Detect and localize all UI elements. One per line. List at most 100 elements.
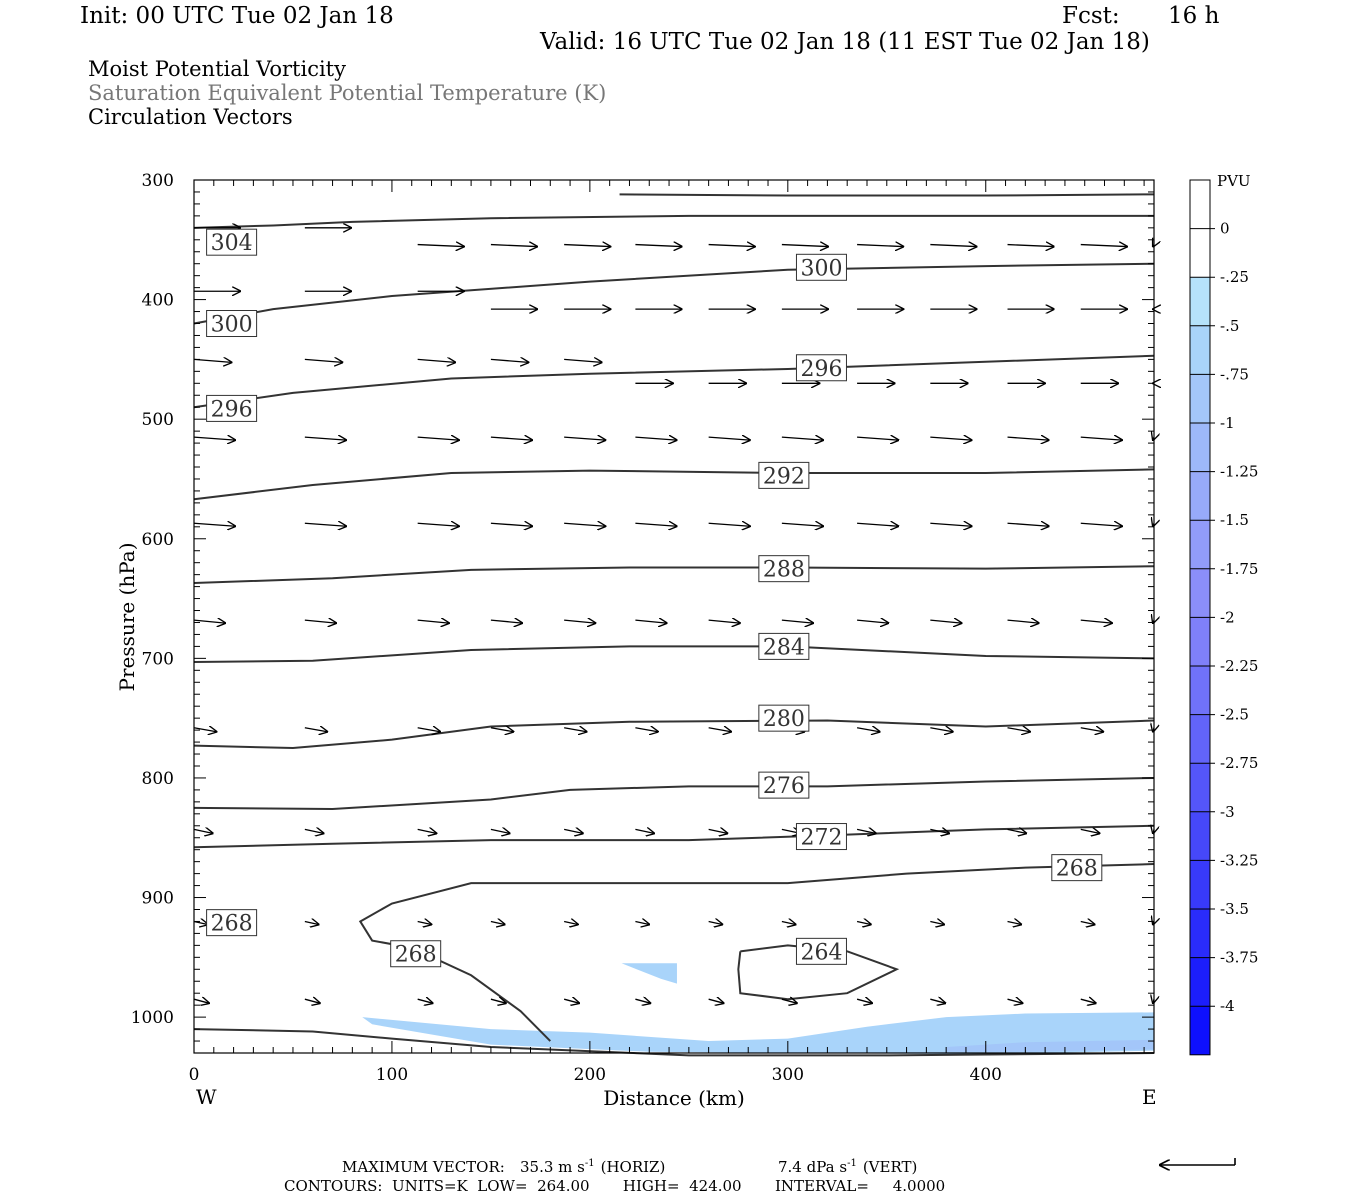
colorbar-swatch [1190, 423, 1210, 472]
vector-arrow [930, 921, 944, 924]
x-tick-label: 400 [970, 1065, 1002, 1085]
contour-label-box [758, 771, 810, 799]
vector-arrow [930, 437, 971, 440]
colorbar-swatch [1190, 520, 1210, 569]
vert-unit: (VERT) [863, 1158, 918, 1176]
contour-label-text: 268 [395, 943, 437, 968]
x-axis-title: Distance (km) [603, 1086, 745, 1110]
vert-max-value: 7.4 dPa s [778, 1158, 847, 1176]
contour-line-276 [193, 776, 1155, 811]
vector-arrow [856, 728, 880, 732]
vector-arrow [490, 829, 510, 833]
x-tick-label: 300 [772, 1065, 804, 1085]
colorbar-swatch [1190, 568, 1210, 618]
colorbar-swatch [1190, 471, 1210, 521]
vector-arrow [930, 999, 945, 1003]
contour-label-268: 268 [206, 909, 258, 937]
vector-arrow [781, 523, 823, 526]
vector-arrow [635, 437, 676, 440]
contour-label-text: 292 [763, 464, 805, 489]
west-label: W [196, 1085, 217, 1109]
vector-arrow [781, 245, 828, 247]
y-tick-label: 400 [142, 291, 174, 311]
vector-arrow [1080, 523, 1122, 526]
colorbar-label: -.5 [1220, 317, 1239, 335]
vector-arrow [635, 523, 676, 526]
colorbar-swatch [1190, 909, 1210, 958]
vector-arrow [490, 620, 522, 623]
vector-arrow [304, 728, 328, 732]
contour-label-text: 296 [800, 357, 842, 382]
vector-arrow [304, 620, 336, 623]
vector-arrow [856, 999, 872, 1003]
colorbar-swatch [1190, 374, 1210, 423]
contour-line-288 [193, 565, 1155, 585]
contour-info: CONTOURS: UNITS=K LOW= 264.00 HIGH= 424.… [284, 1177, 945, 1195]
vector-arrow [193, 728, 217, 732]
forecast-label: Fcst: [1062, 3, 1120, 29]
vector-arrow [193, 829, 213, 833]
svg-text:7.4 dPa s-1(VERT): 7.4 dPa s-1 (VERT) [778, 1158, 917, 1176]
vector-arrow [1080, 245, 1127, 247]
y-tick-label: 500 [142, 410, 174, 430]
contour-label-text: 280 [763, 707, 805, 732]
vector-arrow [1007, 245, 1054, 247]
contour-label-text: 272 [800, 826, 842, 851]
colorbar-swatch [1190, 277, 1210, 326]
contour-line-304 [193, 214, 1154, 229]
contour-label-box [795, 823, 847, 851]
contour-line-284 [193, 645, 1155, 663]
contour-label-304: 304 [206, 228, 258, 256]
contour-label-box [206, 228, 258, 256]
vector-arrow [564, 728, 587, 732]
vector-arrow [781, 921, 796, 924]
contour-label-text: 268 [1056, 857, 1098, 882]
vector-arrow [417, 728, 441, 732]
vector-arrow [564, 437, 605, 440]
vector-arrow [1007, 437, 1049, 440]
colorbar-label: -.75 [1220, 365, 1249, 383]
vector-arrow [1007, 728, 1031, 732]
title-pv: Moist Potential Vorticity [88, 57, 346, 81]
contour-label-300: 300 [795, 253, 847, 281]
contour-label-box [758, 461, 810, 489]
east-label: E [1142, 1085, 1157, 1109]
colorbar-label: -3.75 [1220, 949, 1258, 967]
axes: 0 100 200 300 400 300 400 500 600 700 800 900 1000 [131, 171, 1154, 1085]
vector-arrow [1080, 437, 1122, 440]
vector-arrow [635, 245, 681, 247]
vector-arrow [930, 523, 971, 526]
colorbar-swatch [1190, 957, 1210, 1007]
contour-label-text: 300 [211, 313, 253, 338]
contour-label-box [795, 354, 847, 382]
contour-label-text: 304 [211, 231, 253, 256]
vector-arrow [635, 829, 654, 833]
reference-vector-arrow [1160, 1158, 1236, 1165]
colorbar-label: -3.5 [1220, 900, 1249, 918]
plot-frame [193, 179, 1155, 1054]
vector-arrow [781, 999, 797, 1003]
contour-label-text: 276 [763, 774, 805, 799]
vector-arrow [1080, 829, 1100, 833]
contour-line-296 [193, 354, 1155, 409]
contour-label-box [1051, 854, 1103, 882]
vector-arrow [193, 999, 209, 1003]
y-tick-label: 1000 [131, 1008, 174, 1028]
vector-arrow [490, 728, 514, 732]
colorbar-label: -4 [1220, 997, 1235, 1015]
vector-arrow [490, 245, 537, 247]
contour-label-text: 284 [763, 635, 805, 660]
vector-arrow [417, 620, 449, 623]
contour-label-300: 300 [206, 310, 258, 338]
vector-arrow [490, 437, 532, 440]
pv-region-1 [946, 1039, 1154, 1052]
colorbar-swatch [1190, 763, 1210, 812]
vector-arrow [564, 359, 602, 362]
vector-arrow [1080, 620, 1112, 623]
y-tick-label: 900 [142, 889, 174, 909]
colorbar-label: -3.25 [1220, 851, 1258, 869]
contour-label-box [206, 310, 258, 338]
pv-shading-layer [362, 963, 1154, 1055]
contour-label-box [206, 394, 258, 422]
vector-arrow [930, 728, 953, 732]
